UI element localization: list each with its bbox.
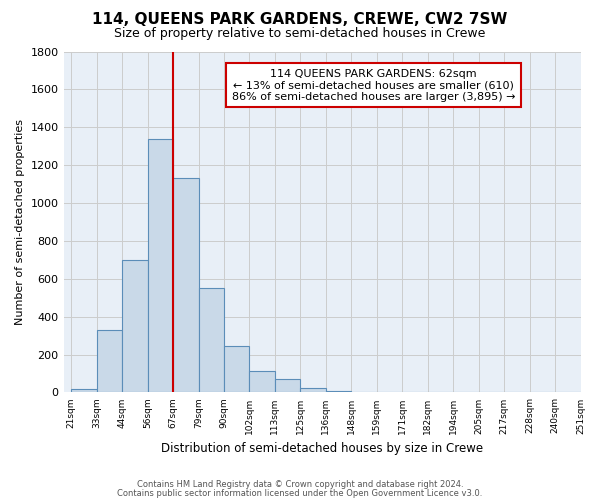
- Bar: [199, 288, 224, 393]
- Bar: [301, 388, 326, 392]
- Bar: [224, 346, 250, 393]
- Bar: [122, 260, 148, 392]
- Bar: [148, 138, 173, 392]
- Bar: [97, 330, 122, 392]
- Text: Contains HM Land Registry data © Crown copyright and database right 2024.: Contains HM Land Registry data © Crown c…: [137, 480, 463, 489]
- Y-axis label: Number of semi-detached properties: Number of semi-detached properties: [15, 119, 25, 325]
- Bar: [250, 370, 275, 392]
- Bar: [275, 379, 301, 392]
- X-axis label: Distribution of semi-detached houses by size in Crewe: Distribution of semi-detached houses by …: [161, 442, 483, 455]
- Text: 114, QUEENS PARK GARDENS, CREWE, CW2 7SW: 114, QUEENS PARK GARDENS, CREWE, CW2 7SW: [92, 12, 508, 28]
- Bar: [71, 388, 97, 392]
- Text: 114 QUEENS PARK GARDENS: 62sqm
← 13% of semi-detached houses are smaller (610)
8: 114 QUEENS PARK GARDENS: 62sqm ← 13% of …: [232, 68, 515, 102]
- Text: Contains public sector information licensed under the Open Government Licence v3: Contains public sector information licen…: [118, 488, 482, 498]
- Bar: [173, 178, 199, 392]
- Text: Size of property relative to semi-detached houses in Crewe: Size of property relative to semi-detach…: [115, 28, 485, 40]
